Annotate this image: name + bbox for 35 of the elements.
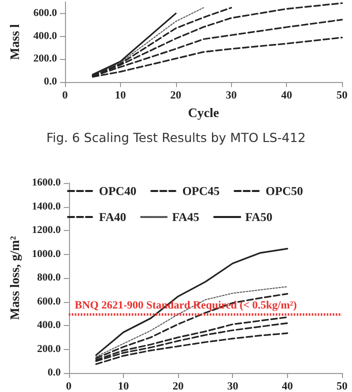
y-tick-label: 0.0	[48, 368, 61, 378]
y-tick-label: 1400.0	[32, 201, 61, 212]
legend-label: OPC40	[99, 184, 136, 198]
y-tick-label: 800.0	[37, 272, 61, 284]
legend-label: FA50	[245, 210, 272, 224]
y-tick-label: 400.0	[37, 320, 61, 331]
x-tick-label: 40	[281, 90, 293, 102]
y-axis-title: Mass loss, g/m²	[7, 236, 22, 320]
x-tick-label: 30	[226, 90, 238, 102]
x-tick-label: 20	[170, 90, 182, 102]
y-tick-label: 600.0	[33, 8, 57, 19]
x-tick-label: 0	[66, 380, 72, 392]
x-tick-label: 30	[227, 380, 239, 392]
y-tick-label: 1000.0	[32, 248, 61, 260]
y-axis-title: Mass l	[7, 24, 22, 60]
y-tick-label: 400.0	[33, 30, 57, 42]
y-tick-label: 1200.0	[32, 225, 61, 236]
x-tick-label: 40	[282, 380, 294, 392]
y-tick-label: 0.0	[44, 76, 57, 88]
x-tick-label: 50	[336, 90, 348, 102]
caption: Fig. 6 Scaling Test Results by MTO LS-412	[46, 130, 306, 145]
y-tick-label: 1600.0	[32, 178, 61, 188]
y-tick-label: 600.0	[37, 296, 61, 308]
legend-label: OPC45	[182, 184, 220, 198]
legend-label: FA40	[99, 210, 126, 224]
legend-label: FA45	[172, 210, 200, 224]
x-tick-label: 0	[62, 90, 68, 102]
y-tick-label: 200.0	[33, 54, 57, 65]
legend-label: OPC50	[266, 184, 304, 198]
x-axis-title: Cycle	[188, 104, 220, 120]
x-tick-label: 20	[172, 380, 184, 392]
x-tick-label: 10	[118, 380, 130, 392]
x-tick-label: 50	[336, 380, 348, 392]
y-tick-label: 200.0	[37, 344, 61, 355]
x-tick-label: 10	[114, 90, 126, 102]
